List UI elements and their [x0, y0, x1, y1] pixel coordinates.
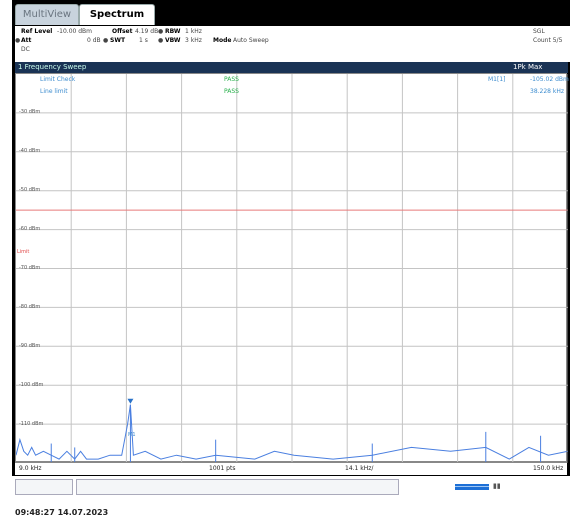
spectrum-graph	[16, 74, 568, 463]
att-label: Att	[21, 37, 32, 44]
y-tick-label: -90 dBm	[19, 343, 41, 349]
marker-frequency: 38.228 kHz	[530, 88, 565, 95]
y-tick-label: -110 dBm	[19, 421, 44, 427]
window-title: 1 Frequency Sweep	[18, 63, 87, 71]
date-time-readout: 09:48:27 14.07.2023	[15, 508, 109, 517]
offset-value: 4.19 dB	[135, 28, 159, 35]
swt-value: 1 s	[139, 37, 148, 44]
x-start-label: 9.0 kHz	[19, 465, 42, 472]
y-tick-label: -40 dBm	[19, 148, 41, 154]
settings-panel: Ref Level -10.00 dBm Offset 4.19 dB ● RB…	[15, 26, 570, 62]
window-titlebar: 1 Frequency Sweep 1Pk Max	[15, 62, 568, 73]
marker-label: M1[1]	[488, 76, 506, 83]
y-tick-label: -70 dBm	[19, 265, 41, 271]
measuring-progress-bar	[455, 484, 489, 490]
x-stop-label: 150.0 kHz	[533, 465, 564, 472]
tab-multiview[interactable]: MultiView	[15, 4, 79, 25]
y-tick-label: -80 dBm	[19, 304, 41, 310]
rbw-label: RBW	[165, 28, 181, 35]
marker-level: -105.02 dBm	[530, 76, 569, 83]
trace-mode-label: 1Pk Max	[513, 63, 543, 71]
x-step-label: 14.1 kHz/	[345, 465, 374, 472]
limit-check-label: Limit Check	[40, 76, 76, 83]
swt-label: SWT	[110, 37, 126, 44]
line-limit-result: PASS	[224, 88, 239, 95]
status-bar	[0, 476, 570, 498]
x-axis-bar: 9.0 kHz 1001 pts 14.1 kHz/ 150.0 kHz	[15, 462, 567, 475]
ref-level-label: Ref Level	[21, 28, 53, 35]
offset-label: Offset	[112, 28, 133, 35]
status-field[interactable]	[15, 479, 73, 495]
limit-check-result: PASS	[224, 76, 239, 83]
rbw-value: 1 kHz	[185, 28, 202, 35]
spectrum-plot[interactable]: Limit Check PASS Line limit PASS M1[1] -…	[15, 73, 569, 463]
ref-level-value: -10.00 dBm	[57, 28, 93, 35]
tab-spectrum[interactable]: Spectrum	[79, 4, 155, 25]
y-tick-label: -50 dBm	[19, 187, 41, 193]
sgl-label: SGL	[533, 28, 545, 35]
limit-line-label: Limit	[17, 249, 30, 255]
mode-value: Auto Sweep	[233, 37, 269, 44]
trace-series-line	[16, 404, 568, 460]
mode-label: Mode	[213, 37, 232, 44]
progress-bar-icon: ▮▮	[493, 482, 501, 490]
y-tick-label: -30 dBm	[19, 109, 41, 115]
dc-label: DC	[21, 46, 30, 53]
vbw-label: VBW	[165, 37, 181, 44]
y-tick-label: -60 dBm	[19, 226, 41, 232]
att-value: 0 dB	[87, 37, 101, 44]
count-label: Count 5/5	[533, 37, 563, 44]
y-tick-label: -100 dBm	[19, 382, 44, 388]
marker-tag: M1	[128, 432, 136, 438]
x-points-label: 1001 pts	[209, 465, 236, 472]
status-message-field[interactable]	[76, 479, 399, 495]
vbw-value: 3 kHz	[185, 37, 202, 44]
line-limit-label: Line limit	[40, 88, 68, 95]
marker-m1-point	[127, 398, 134, 404]
